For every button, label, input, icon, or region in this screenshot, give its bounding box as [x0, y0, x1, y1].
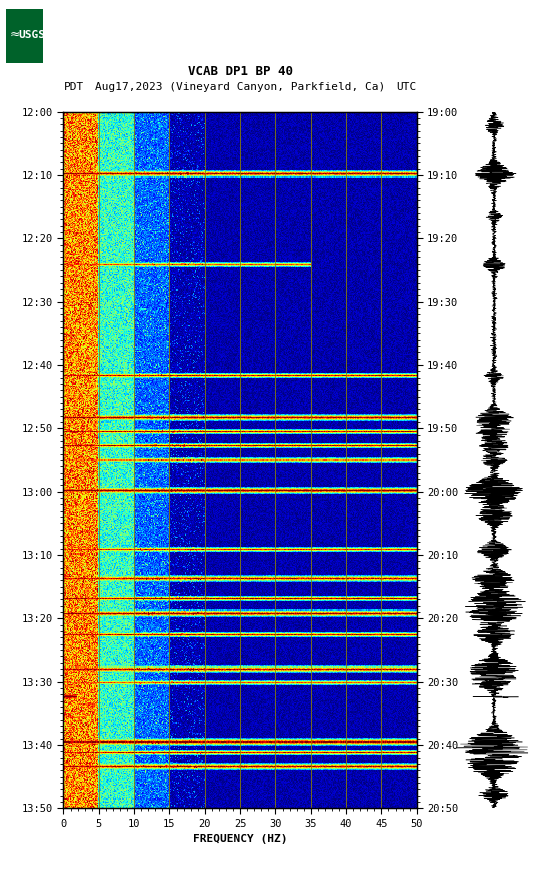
Text: PDT: PDT [63, 81, 84, 92]
FancyBboxPatch shape [6, 9, 43, 63]
Text: UTC: UTC [396, 81, 417, 92]
Text: Aug17,2023 (Vineyard Canyon, Parkfield, Ca): Aug17,2023 (Vineyard Canyon, Parkfield, … [95, 81, 385, 92]
Text: USGS: USGS [19, 29, 46, 39]
X-axis label: FREQUENCY (HZ): FREQUENCY (HZ) [193, 834, 288, 844]
Text: VCAB DP1 BP 40: VCAB DP1 BP 40 [188, 65, 293, 78]
Text: ≈: ≈ [9, 29, 20, 41]
